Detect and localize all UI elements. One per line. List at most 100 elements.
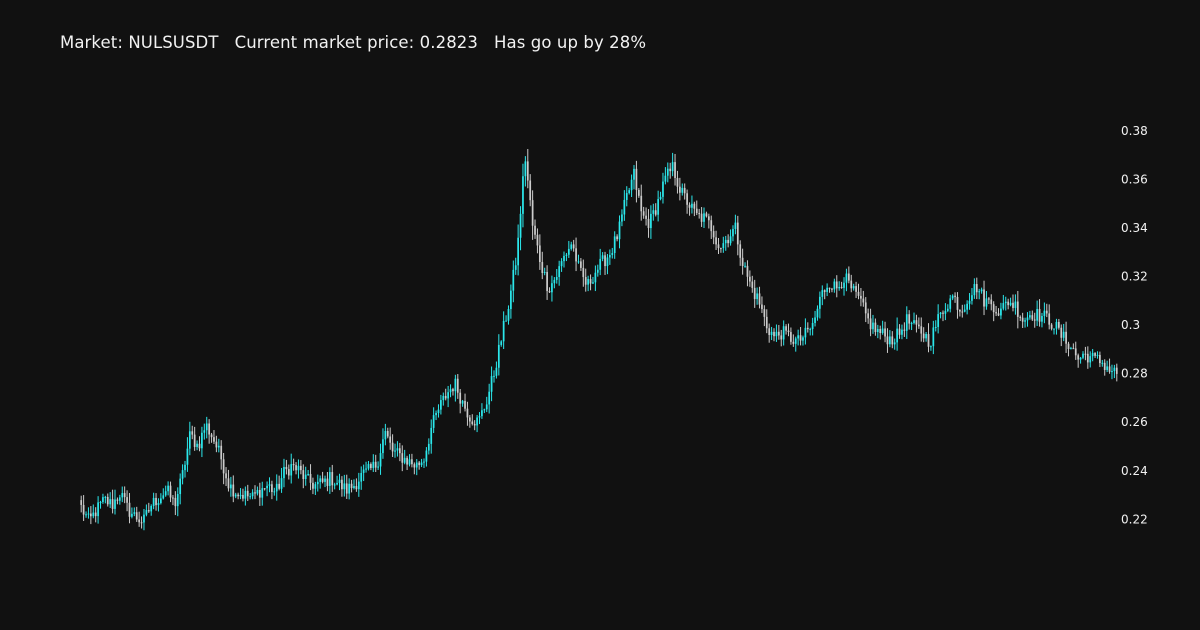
candle (913, 312, 915, 325)
candle-body (430, 427, 433, 444)
candle-body (522, 176, 524, 214)
candle (435, 410, 437, 421)
candle-body (244, 490, 247, 499)
candle-body (213, 437, 215, 442)
y-tick-label: 0.32 (1121, 270, 1148, 284)
candle-body (266, 485, 268, 489)
candle (193, 426, 196, 451)
candle (587, 275, 590, 292)
candle-body (872, 322, 874, 330)
candle-body (370, 464, 372, 468)
candle (365, 461, 367, 473)
candle-body (232, 484, 235, 497)
candle-body (555, 277, 558, 280)
candle-body (695, 208, 698, 214)
candle-body (360, 472, 363, 482)
candle-body (596, 269, 599, 273)
candle-body (599, 258, 602, 270)
candle-body (802, 337, 804, 341)
candle-body (104, 496, 107, 498)
candle (377, 461, 379, 470)
candle-body (1089, 356, 1092, 363)
candle-body (237, 494, 239, 497)
y-tick-label: 0.3 (1121, 318, 1140, 332)
candle (167, 481, 169, 496)
candle-body (831, 288, 833, 290)
candle-body (551, 283, 553, 293)
candle-body (411, 459, 413, 465)
candle (753, 279, 756, 308)
candle-body (736, 222, 739, 245)
candle-body (1033, 319, 1036, 321)
candle (230, 476, 232, 497)
candle (1062, 323, 1065, 342)
candle-body (263, 488, 266, 490)
candle-body (336, 482, 338, 485)
candle-body (500, 341, 503, 345)
candle (512, 260, 515, 303)
candle (268, 477, 271, 493)
candle-body (657, 199, 660, 215)
y-axis: 0.22 0.24 0.26 0.28 0.3 0.32 0.34 0.36 0.38 (1121, 124, 1148, 527)
candle-body (560, 261, 563, 267)
candle-body (510, 290, 512, 310)
candle (143, 508, 145, 531)
candle-body (1012, 302, 1014, 308)
candle-body (251, 492, 254, 497)
candle (876, 324, 879, 339)
candle-body (664, 175, 667, 182)
candle-body (403, 457, 406, 463)
candle (201, 426, 203, 458)
candle-body (234, 494, 237, 497)
candle (355, 478, 358, 492)
candle-body (427, 443, 430, 451)
candle (604, 251, 606, 275)
y-tick-label: 0.38 (1121, 124, 1148, 138)
candle (1019, 315, 1022, 322)
candle (768, 323, 771, 343)
candle-body (705, 213, 708, 217)
candle-body (447, 392, 449, 399)
candle (621, 209, 623, 227)
candle (599, 248, 602, 276)
candle (280, 467, 283, 493)
candle-body (932, 327, 935, 347)
candle-body (652, 210, 655, 214)
candle-body (580, 261, 582, 268)
candle (350, 479, 353, 493)
candle (1012, 294, 1014, 312)
candle-body (220, 445, 223, 460)
candle (502, 311, 505, 350)
candle (601, 252, 604, 262)
candle-body (575, 248, 577, 262)
candle (973, 278, 976, 299)
candle-body (468, 417, 471, 422)
candle-body (471, 421, 474, 424)
candle-body (587, 279, 590, 285)
candle-body (476, 417, 478, 426)
candle (669, 162, 672, 179)
candle-body (524, 161, 527, 177)
candle-body (650, 213, 652, 229)
candle-body (1009, 302, 1012, 306)
candle (787, 323, 790, 337)
candle-body (860, 295, 862, 299)
candle (577, 254, 580, 264)
candle-body (741, 257, 744, 267)
candle-body (389, 436, 392, 443)
candle (538, 234, 541, 270)
candle-body (343, 483, 346, 490)
candle (461, 399, 464, 407)
candle (572, 239, 575, 252)
candle (729, 229, 732, 246)
candle (995, 305, 997, 317)
candle (242, 488, 244, 502)
candle (1004, 296, 1007, 311)
candle-body (601, 255, 604, 259)
candle (959, 309, 961, 317)
candle (980, 287, 983, 294)
candle-body (242, 494, 244, 499)
candle-body (763, 309, 766, 317)
candle (886, 328, 889, 353)
candle-body (1060, 327, 1063, 338)
